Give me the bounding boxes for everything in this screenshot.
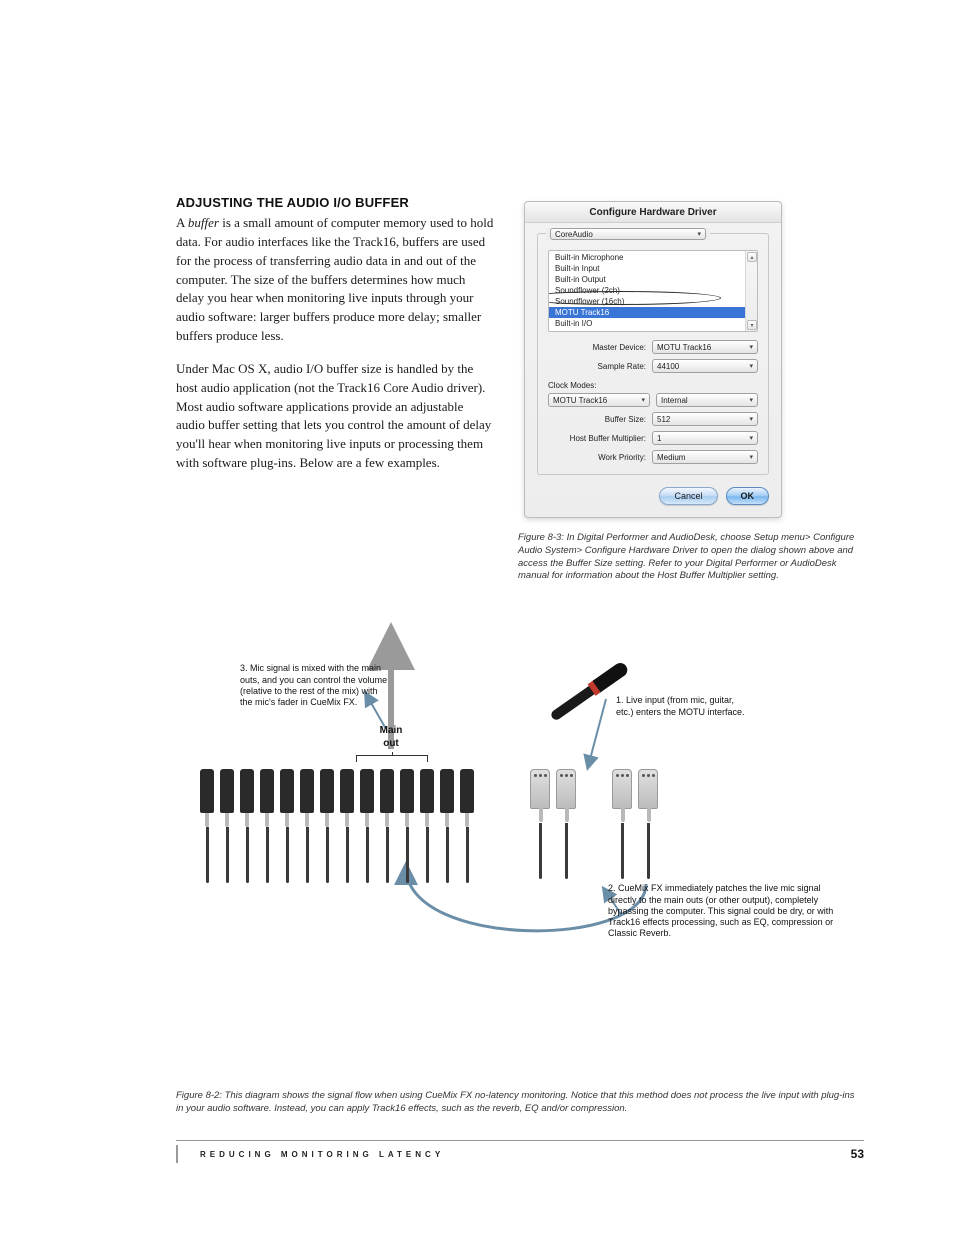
device-list-item[interactable]: Built-in Output <box>549 274 757 285</box>
device-list-item[interactable]: Soundflower (16ch) <box>549 296 757 307</box>
buffer-size-select[interactable]: 512 ▾ <box>652 412 758 426</box>
select-value: MOTU Track16 <box>657 343 711 352</box>
signal-flow-diagram: 3. Mic signal is mixed with the main out… <box>176 619 864 959</box>
text-span: A <box>176 215 188 230</box>
driver-type-select[interactable]: CoreAudio ▾ <box>550 228 706 240</box>
figure-8-2-caption: Figure 8-2: This diagram shows the signa… <box>176 1090 864 1116</box>
cancel-button[interactable]: Cancel <box>659 487 717 505</box>
ts-connector-icon <box>340 769 354 883</box>
body-paragraph-1: A buffer is a small amount of computer m… <box>176 214 494 346</box>
device-list-item[interactable]: Built-in Input <box>549 263 757 274</box>
figure-8-3-caption: Figure 8-3: In Digital Performer and Aud… <box>518 532 864 583</box>
select-value: 44100 <box>657 362 679 371</box>
fieldset-legend: CoreAudio ▾ <box>546 228 710 240</box>
ts-connector-icon <box>360 769 374 883</box>
xlr-connector-icon <box>638 769 658 883</box>
host-buffer-select[interactable]: 1▾ <box>652 431 758 445</box>
coreaudio-fieldset: CoreAudio ▾ Built-in MicrophoneBuilt-in … <box>537 233 769 475</box>
ok-button[interactable]: OK <box>726 487 770 505</box>
clock-device-select[interactable]: MOTU Track16 ▾ <box>548 393 650 407</box>
chevron-down-icon: ▾ <box>749 453 753 461</box>
chevron-down-icon: ▾ <box>749 343 753 351</box>
host-buffer-label: Host Buffer Multiplier: <box>548 434 646 443</box>
device-list-item[interactable]: MOTU Track16 <box>549 307 757 318</box>
select-value: Internal <box>661 396 688 405</box>
select-value: 1 <box>657 434 661 443</box>
xlr-connector-icon <box>530 769 550 883</box>
scrollbar[interactable]: ▴ ▾ <box>745 251 757 331</box>
ts-connector-icon <box>460 769 474 883</box>
ts-connector-icon <box>280 769 294 883</box>
xlr-connector-icon <box>556 769 576 883</box>
buffer-size-label: Buffer Size: <box>548 415 646 424</box>
connector-row <box>200 769 658 883</box>
dialog-title: Configure Hardware Driver <box>525 202 781 223</box>
main-out-label: Main out <box>364 725 418 750</box>
select-value: MOTU Track16 <box>553 396 607 405</box>
annotation-2: 2. CueMix FX immediately patches the liv… <box>608 883 838 939</box>
page-number: 53 <box>851 1147 864 1161</box>
annotation-1: 1. Live input (from mic, guitar, etc.) e… <box>616 695 746 718</box>
annotation-3: 3. Mic signal is mixed with the main out… <box>240 663 390 708</box>
ts-connector-icon <box>400 769 414 883</box>
sample-rate-select[interactable]: 44100 ▾ <box>652 359 758 373</box>
chevron-down-icon: ▾ <box>749 396 753 404</box>
select-value: CoreAudio <box>555 230 593 239</box>
brace-main-out <box>356 755 428 761</box>
ts-connector-icon <box>380 769 394 883</box>
ts-connector-icon <box>420 769 434 883</box>
work-priority-label: Work Priority: <box>548 453 646 462</box>
select-value: 512 <box>657 415 670 424</box>
device-list-item[interactable]: Built-in Microphone <box>549 252 757 263</box>
ts-connector-icon <box>300 769 314 883</box>
clock-source-select[interactable]: Internal ▾ <box>656 393 758 407</box>
ts-connector-icon <box>220 769 234 883</box>
text-span: is a small amount of computer memory use… <box>176 215 493 343</box>
sample-rate-label: Sample Rate: <box>548 362 646 371</box>
chevron-down-icon: ▾ <box>749 362 753 370</box>
chevron-down-icon: ▾ <box>641 396 645 404</box>
work-priority-select[interactable]: Medium ▾ <box>652 450 758 464</box>
chevron-down-icon: ▾ <box>749 434 753 442</box>
master-device-label: Master Device: <box>548 343 646 352</box>
page-footer: REDUCING MONITORING LATENCY 53 <box>176 1140 864 1163</box>
device-list-item[interactable]: Built-in I/O <box>549 318 757 329</box>
chevron-down-icon: ▾ <box>697 230 701 238</box>
ts-connector-icon <box>240 769 254 883</box>
em-buffer: buffer <box>188 215 219 230</box>
ts-connector-icon <box>200 769 214 883</box>
scroll-up-button[interactable]: ▴ <box>747 252 757 262</box>
ts-connector-icon <box>320 769 334 883</box>
ts-connector-icon <box>440 769 454 883</box>
section-heading: ADJUSTING THE AUDIO I/O BUFFER <box>176 195 494 210</box>
xlr-connector-icon <box>612 769 632 883</box>
device-listbox[interactable]: Built-in MicrophoneBuilt-in InputBuilt-i… <box>548 250 758 332</box>
footer-rule-icon <box>176 1145 178 1163</box>
ts-connector-icon <box>260 769 274 883</box>
hardware-driver-dialog: Configure Hardware Driver CoreAudio ▾ Bu… <box>524 201 782 518</box>
master-device-select[interactable]: MOTU Track16 ▾ <box>652 340 758 354</box>
footer-section-title: REDUCING MONITORING LATENCY <box>200 1150 444 1159</box>
device-list-item[interactable]: Soundflower (2ch) <box>549 285 757 296</box>
clock-modes-label: Clock Modes: <box>548 381 758 390</box>
select-value: Medium <box>657 453 685 462</box>
chevron-down-icon: ▾ <box>749 415 753 423</box>
body-paragraph-2: Under Mac OS X, audio I/O buffer size is… <box>176 360 494 473</box>
scroll-down-button[interactable]: ▾ <box>747 320 757 330</box>
